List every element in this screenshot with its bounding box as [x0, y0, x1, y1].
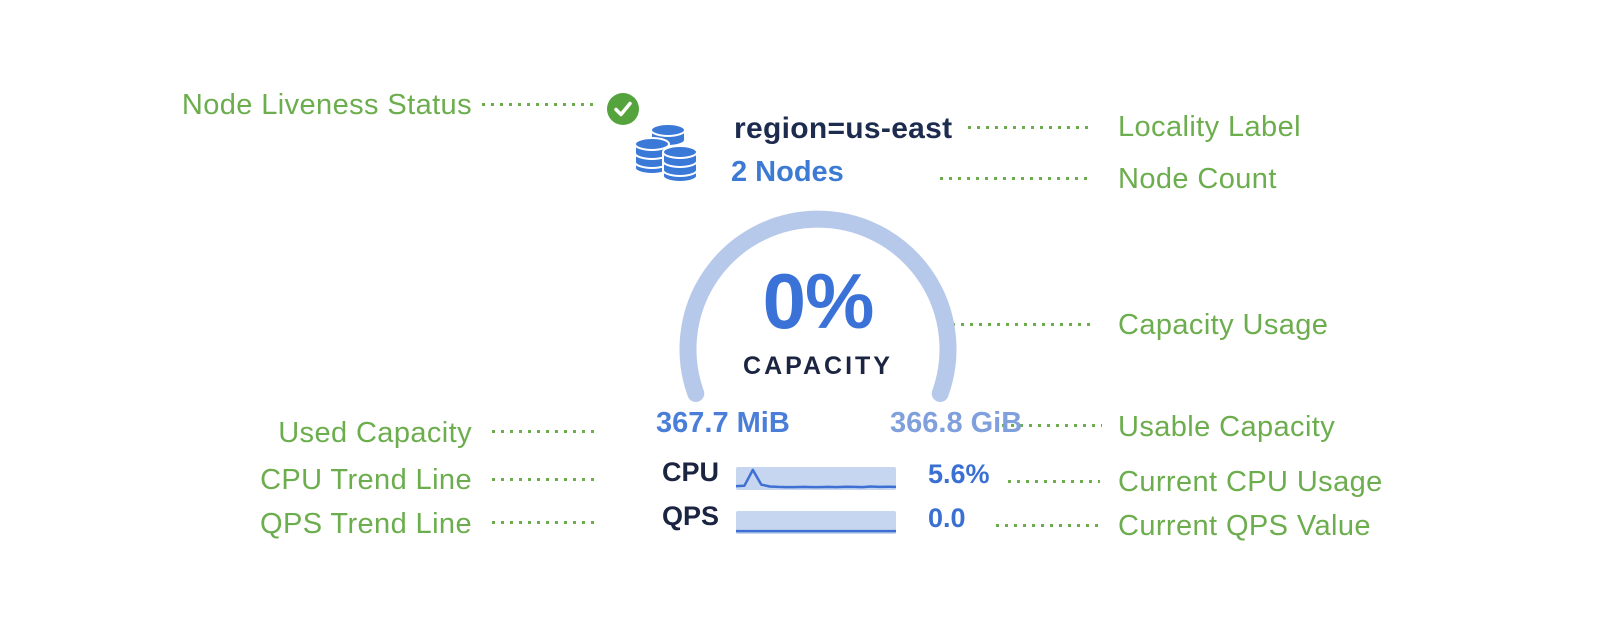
leader-capacity-usage	[952, 323, 1092, 326]
capacity-gauge-arc	[672, 203, 964, 495]
leader-current-qps	[996, 524, 1100, 527]
cpu-trend-sparkline	[735, 467, 897, 490]
qps-value: 0.0	[928, 503, 966, 533]
cpu-usage-value: 5.6%	[928, 459, 990, 489]
leader-usable-capacity	[1002, 424, 1102, 427]
database-stack-icon	[633, 122, 705, 188]
capacity-caption: CAPACITY	[743, 352, 893, 380]
annotation-node-count: Node Count	[1118, 163, 1277, 195]
leader-node-count	[940, 177, 1090, 180]
annotation-usable-capacity: Usable Capacity	[1118, 411, 1336, 443]
leader-used-capacity	[492, 430, 598, 433]
qps-metric-label: QPS	[662, 501, 720, 531]
node-liveness-check-icon	[606, 92, 640, 126]
node-count-text: 2 Nodes	[731, 156, 844, 188]
annotation-used-capacity: Used Capacity	[278, 417, 472, 449]
annotation-node-liveness-status: Node Liveness Status	[181, 89, 472, 121]
usable-capacity-value: 366.8 GiB	[890, 407, 1023, 439]
leader-qps-trend	[492, 521, 598, 524]
annotation-locality-label: Locality Label	[1118, 111, 1301, 143]
leader-cpu-trend	[492, 478, 598, 481]
annotation-capacity-usage: Capacity Usage	[1118, 309, 1329, 341]
locality-label-text: region=us-east	[734, 112, 953, 145]
capacity-usage-percent: 0%	[762, 257, 875, 345]
leader-locality-label	[968, 126, 1090, 129]
annotation-cpu-trend-line: CPU Trend Line	[260, 464, 472, 496]
annotation-current-qps-value: Current QPS Value	[1118, 510, 1371, 542]
annotation-current-cpu-usage: Current CPU Usage	[1118, 466, 1383, 498]
used-capacity-value: 367.7 MiB	[656, 407, 790, 439]
annotation-qps-trend-line: QPS Trend Line	[260, 508, 472, 540]
qps-trend-sparkline	[736, 511, 896, 534]
cpu-metric-label: CPU	[662, 457, 720, 487]
leader-node-liveness	[482, 103, 598, 106]
leader-current-cpu	[1008, 480, 1100, 483]
